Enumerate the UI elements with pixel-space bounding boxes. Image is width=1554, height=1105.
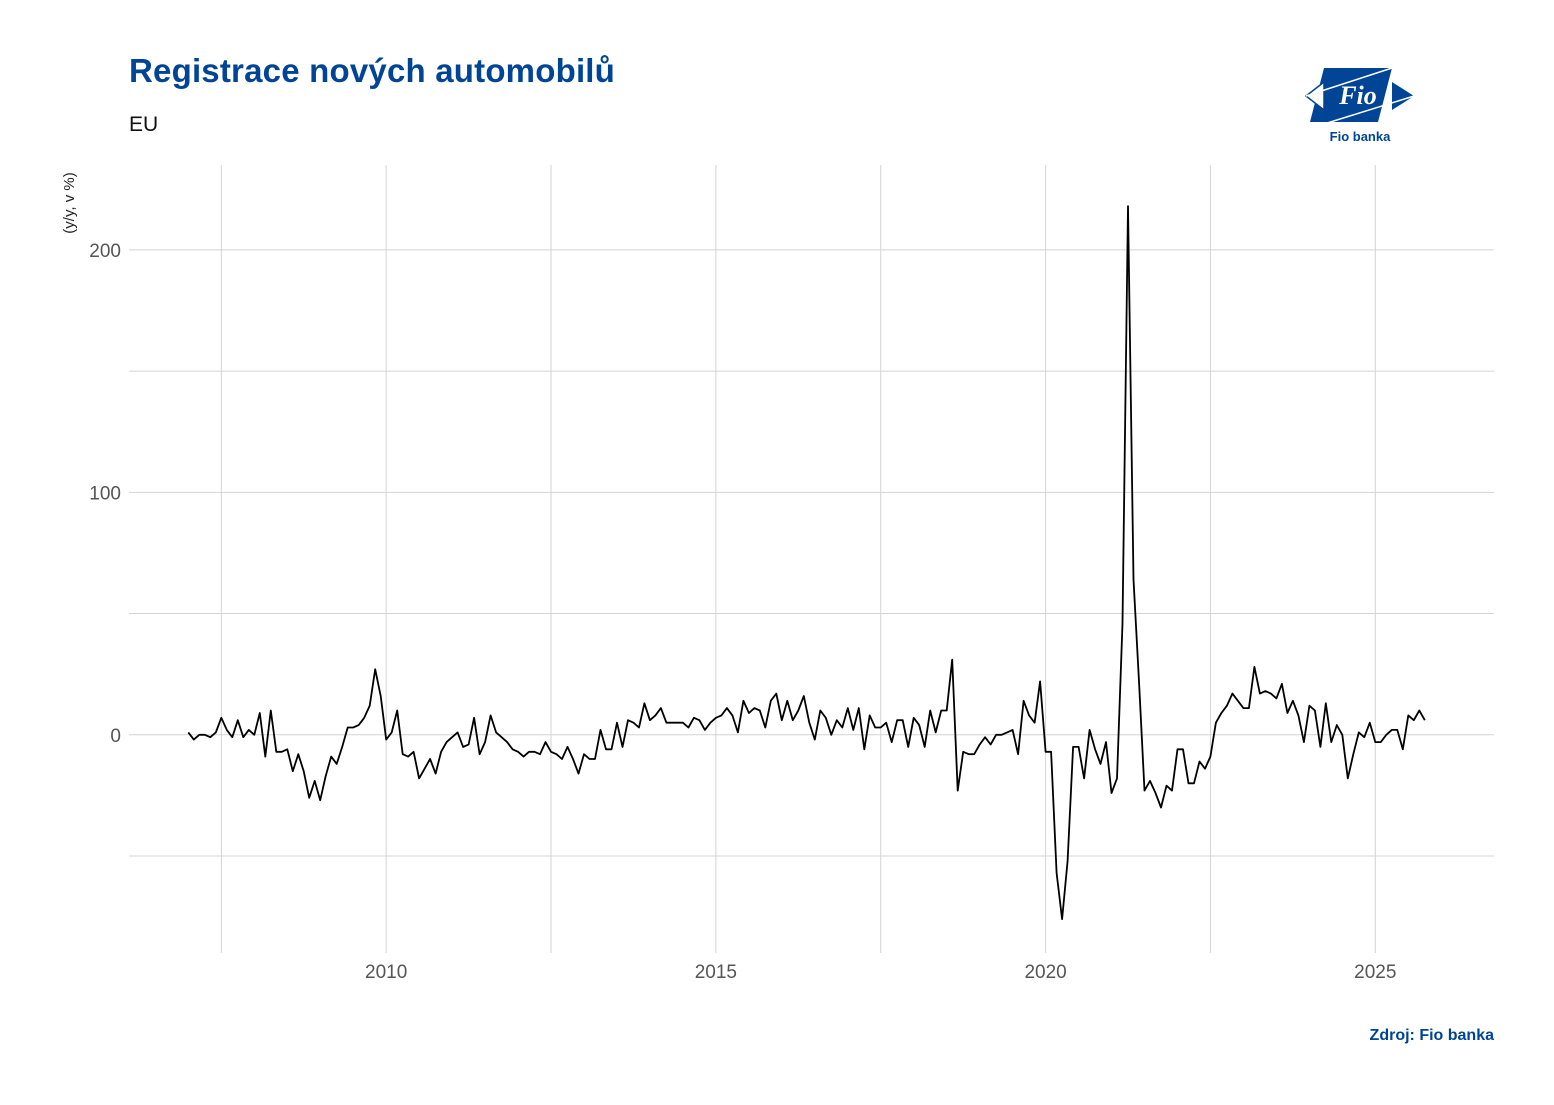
chart-title: Registrace nových automobilů — [129, 52, 616, 89]
chart-subtitle: EU — [129, 113, 159, 136]
x-tick-label: 2025 — [1354, 962, 1396, 983]
fio-banka-logo-icon: Fio — [1304, 64, 1420, 148]
x-tick-label: 2015 — [695, 962, 737, 983]
y-axis-label: (y/y, v %) — [61, 172, 78, 233]
y-tick-label: 0 — [110, 726, 121, 747]
fio-logo-mark-icon: Fio — [1304, 67, 1415, 125]
source-note: Zdroj: Fio banka — [1369, 1027, 1494, 1044]
x-tick-label: 2020 — [1024, 962, 1066, 983]
logo-caption: Fio banka — [1329, 129, 1391, 144]
x-tick-label: 2010 — [365, 962, 407, 983]
logo-mark-text: Fio — [1338, 81, 1377, 110]
y-tick-label: 100 — [89, 483, 121, 504]
series-line — [187, 205, 1426, 920]
y-tick-label: 200 — [89, 241, 121, 262]
